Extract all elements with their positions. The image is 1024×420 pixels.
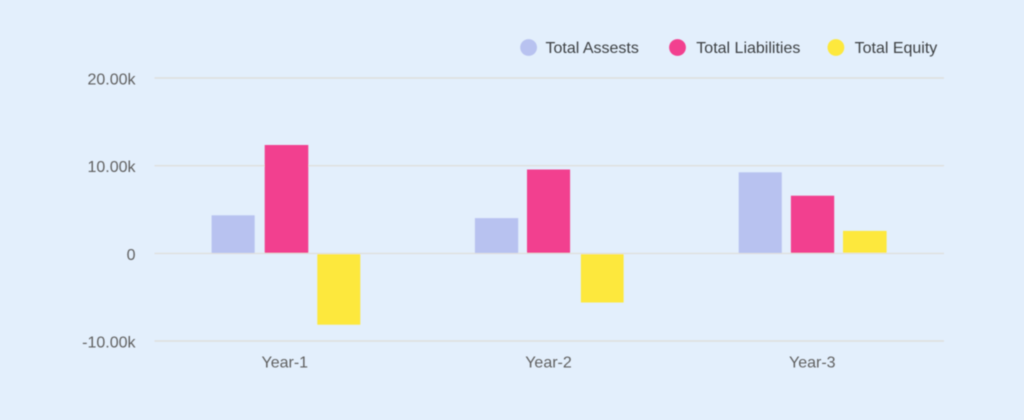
svg-text:-10.00k: -10.00k <box>82 334 136 351</box>
svg-text:10.00k: 10.00k <box>87 159 136 176</box>
svg-text:Total Assests: Total Assests <box>546 40 639 57</box>
svg-text:0: 0 <box>127 247 136 264</box>
svg-text:Year-3: Year-3 <box>789 354 836 371</box>
svg-text:Total Equity: Total Equity <box>855 40 938 57</box>
svg-text:Year-2: Year-2 <box>525 354 572 371</box>
svg-text:20.00k: 20.00k <box>87 71 136 88</box>
svg-text:Total Liabilities: Total Liabilities <box>696 40 800 57</box>
svg-text:Year-1: Year-1 <box>262 354 309 371</box>
